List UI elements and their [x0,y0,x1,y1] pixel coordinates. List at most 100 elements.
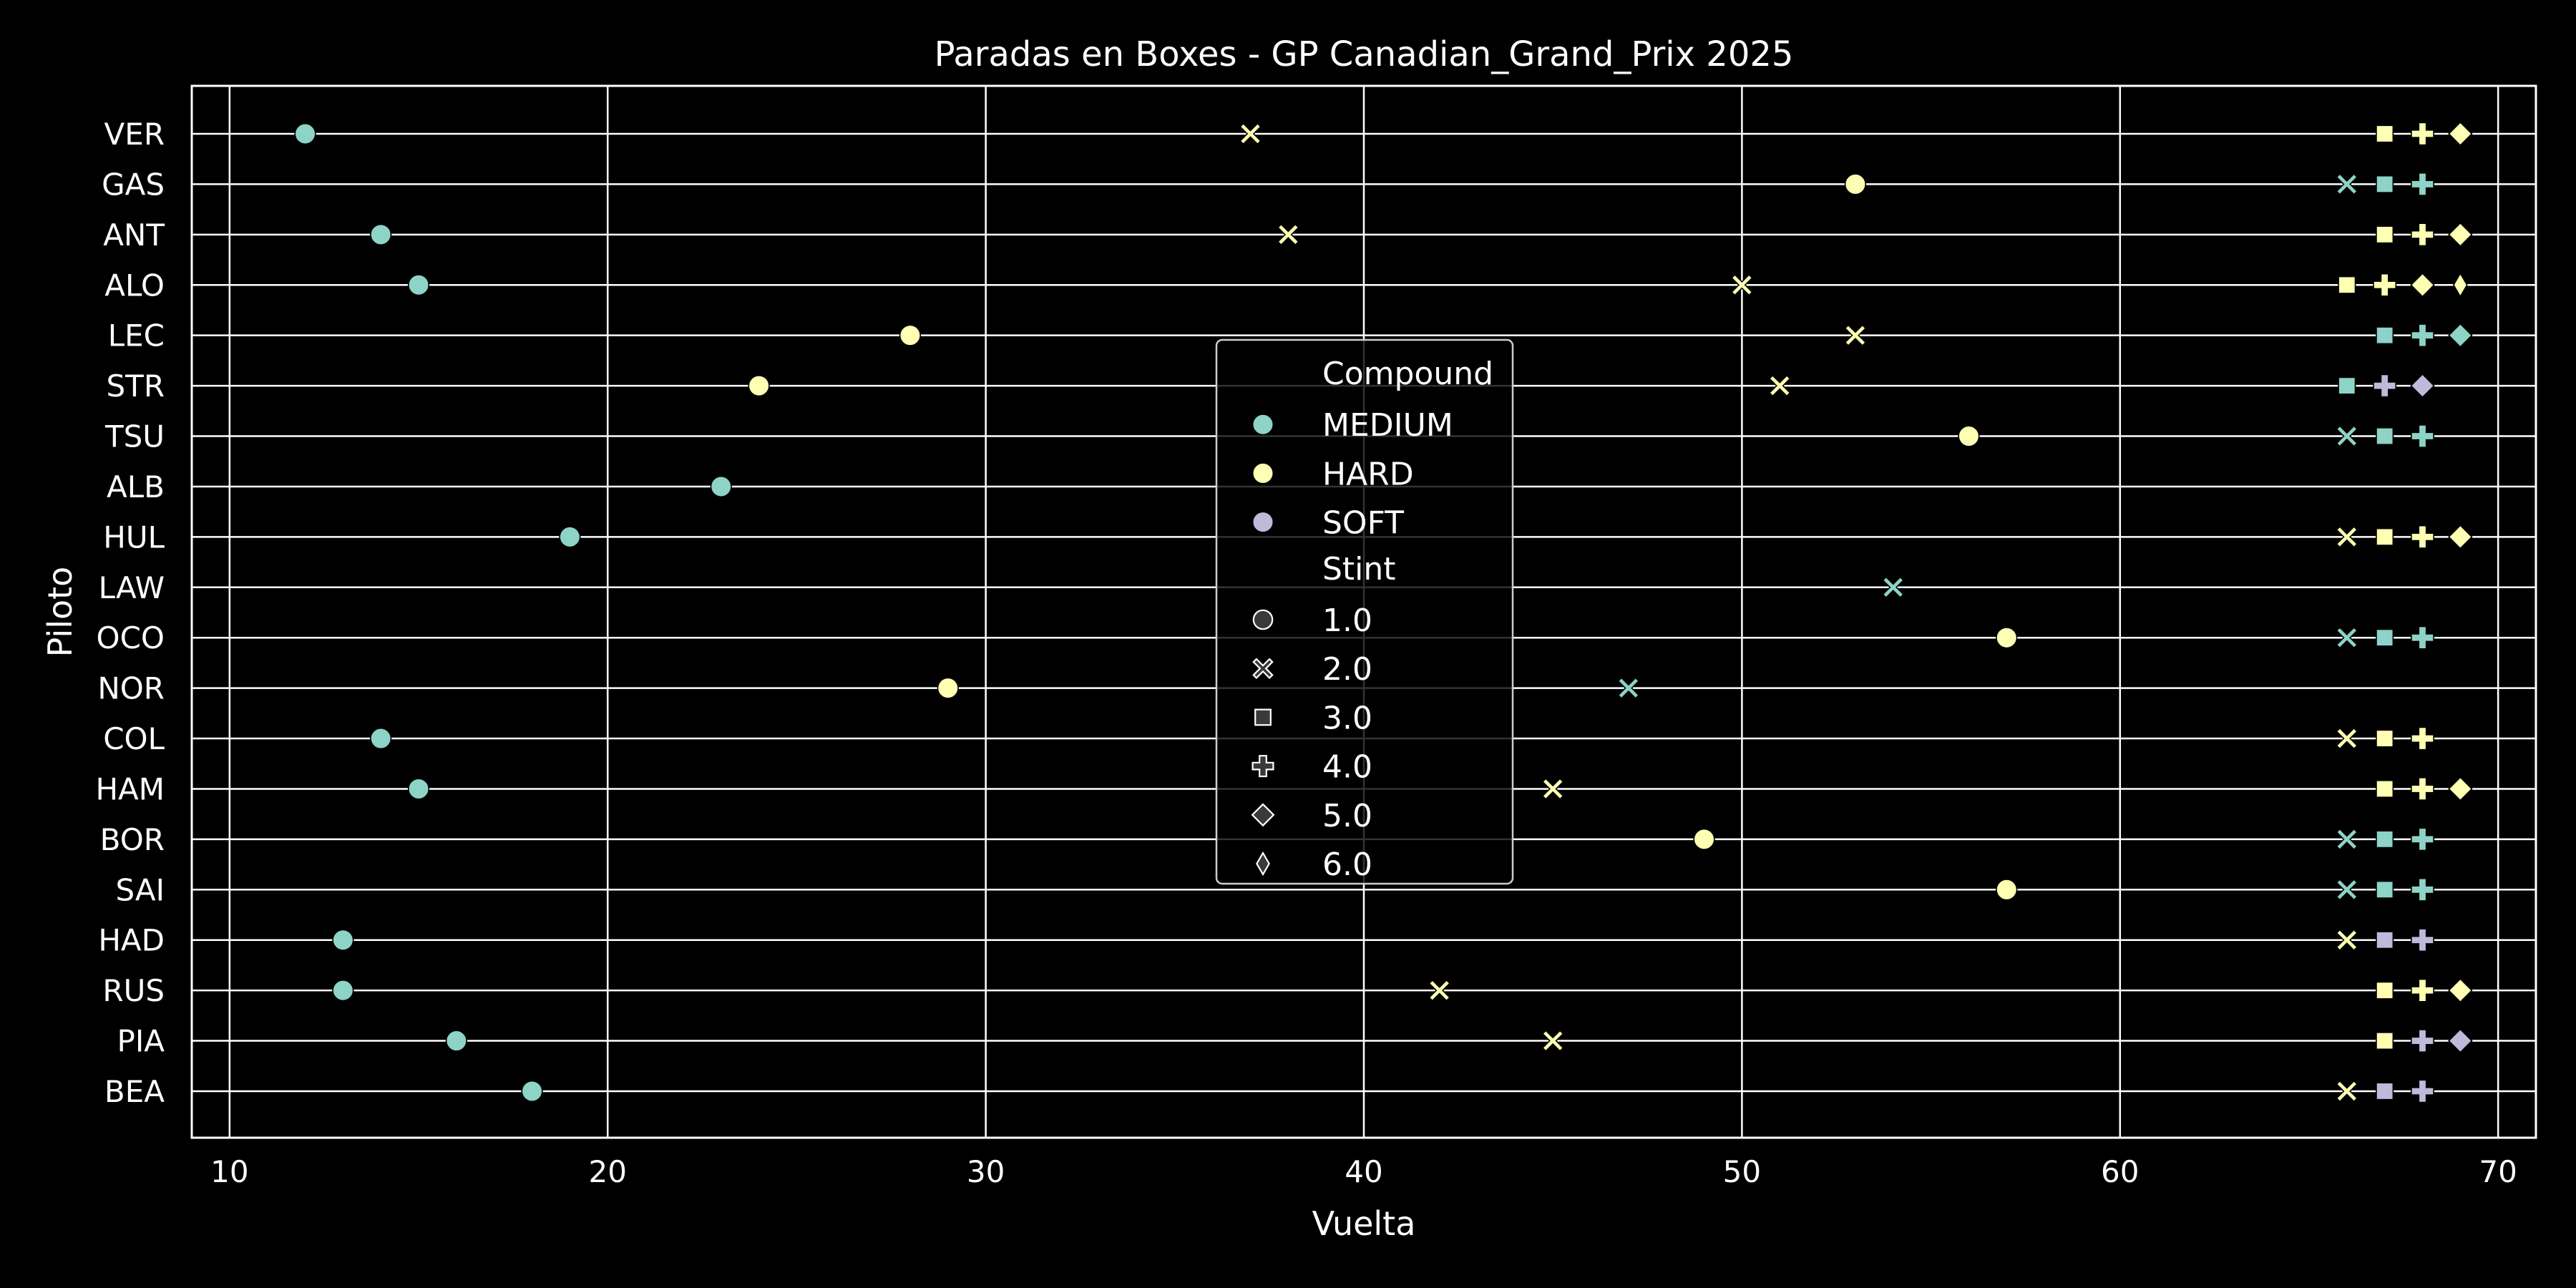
data-point [1277,223,1299,246]
data-point [2411,323,2434,348]
data-point [2376,1082,2394,1101]
y-tick-labels: VER GAS ANT ALO LEC STR TSU ALB HUL LAW OCO NOR COL H… [95,117,165,1109]
data-point [2373,273,2397,297]
y-tick-label: HAM [95,771,165,806]
y-tick-label: GAS [102,167,165,202]
data-point [1617,677,1640,700]
data-point [2376,880,2394,899]
data-point [294,122,316,145]
data-point [2448,1028,2473,1053]
legend-box [1215,338,1514,885]
data-point [2336,727,2358,750]
legend-compound-label: HARD [1322,456,1414,492]
data-point [1882,576,1905,599]
legend-stint-marker [1254,708,1272,726]
data-point [2411,978,2434,1002]
data-point [2376,175,2394,193]
y-tick-label: BEA [104,1074,165,1109]
data-point [2453,272,2468,298]
data-point [1844,173,1867,195]
data-point [2411,122,2434,146]
y-tick-label: HAD [98,923,165,958]
data-point [1541,778,1564,800]
data-point [2376,931,2394,950]
legend-compound-title: Compound [1322,356,1493,392]
y-tick-label: STR [107,369,165,404]
y-axis-title: Piloto [41,567,79,658]
plot-frame [190,84,2537,1139]
data-point [937,677,959,699]
data-point [899,324,922,346]
data-point [2336,525,2358,548]
data-point [2376,981,2394,1000]
data-point [445,1030,467,1052]
data-point [2411,172,2434,196]
data-point [1958,425,1980,447]
legend: Compound MEDIUM HARD SOFT Stint 1.0 2.0 3.0 4.0 5… [1215,338,1514,885]
y-tick-label: ANT [103,218,165,253]
data-point [2410,373,2435,399]
data-point [2376,125,2394,143]
data-point [2411,726,2434,751]
data-point [2411,827,2434,852]
x-tick-label: 30 [967,1154,1005,1189]
x-tick-label: 60 [2101,1154,2139,1189]
data-point [2376,427,2394,446]
y-tick-label: VER [104,117,165,152]
legend-stint-label: 5.0 [1322,798,1372,834]
y-tick-label: ALB [107,469,165,504]
legend-stint-marker [1251,803,1275,827]
data-point [2376,779,2394,798]
data-point [1768,374,1791,397]
data-point [1730,273,1753,296]
y-tick-label: TSU [104,419,165,454]
data-point [2336,929,2358,952]
data-point [370,727,392,750]
legend-stint-title: Stint [1322,551,1396,587]
data-point [2376,527,2394,546]
data-point [1239,122,1262,145]
data-point [2448,776,2473,801]
data-point [1844,324,1867,347]
data-point [2336,425,2358,447]
data-point [1541,1030,1564,1052]
data-points [294,121,2473,1103]
data-point [2336,626,2358,649]
y-tick-label: HUL [103,519,165,555]
y-tick-label: RUS [102,973,165,1008]
data-point [521,1080,543,1103]
x-tick-label: 70 [2479,1154,2517,1189]
data-point [370,223,392,245]
data-point [2448,121,2473,147]
data-point [748,374,770,397]
data-point [1996,879,2018,901]
data-point [2338,376,2356,395]
legend-stint-label: 2.0 [1322,651,1372,688]
legend-stint-marker [1252,755,1274,778]
legend-stint-marker [1252,658,1274,679]
x-tick-labels: 10 20 30 40 50 60 70 [210,1154,2517,1189]
data-point [1996,627,2018,649]
data-point [2448,222,2473,248]
x-tick-label: 40 [1345,1154,1382,1189]
legend-stint-marker [1256,851,1270,877]
data-point [2376,830,2394,849]
data-point [2411,1079,2434,1103]
data-point [2448,977,2473,1003]
legend-stint-marker [1252,609,1274,630]
data-point [2376,326,2394,345]
data-point [332,929,354,951]
data-point [2336,828,2358,851]
x-tick-label: 20 [588,1154,626,1189]
data-point [2411,525,2434,549]
y-tick-label: NOR [97,671,165,706]
legend-stint-label: 4.0 [1322,749,1372,786]
y-tick-label: LEC [108,318,165,353]
data-point [2336,172,2358,195]
x-tick-label: 10 [210,1154,248,1189]
legend-compound-marker [1252,511,1274,533]
data-point [2376,1032,2394,1050]
data-point [2411,928,2434,952]
legend-stint-label: 3.0 [1322,700,1372,736]
